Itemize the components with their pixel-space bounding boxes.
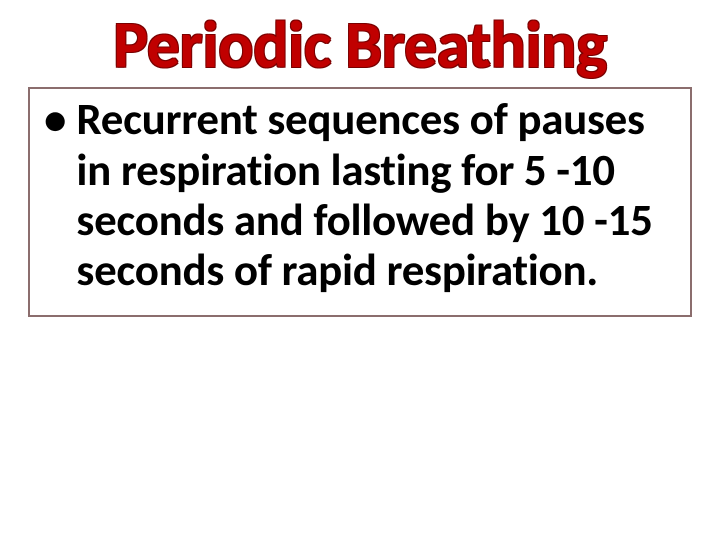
bullet-text: Recurrent sequences of pauses in respira…: [76, 95, 676, 297]
slide: Periodic Breathing • Recurrent sequences…: [0, 0, 720, 540]
slide-title: Periodic Breathing: [28, 10, 692, 79]
body-box: • Recurrent sequences of pauses in respi…: [28, 87, 692, 317]
bullet-item: • Recurrent sequences of pauses in respi…: [44, 95, 676, 297]
bullet-marker-icon: •: [44, 95, 66, 145]
